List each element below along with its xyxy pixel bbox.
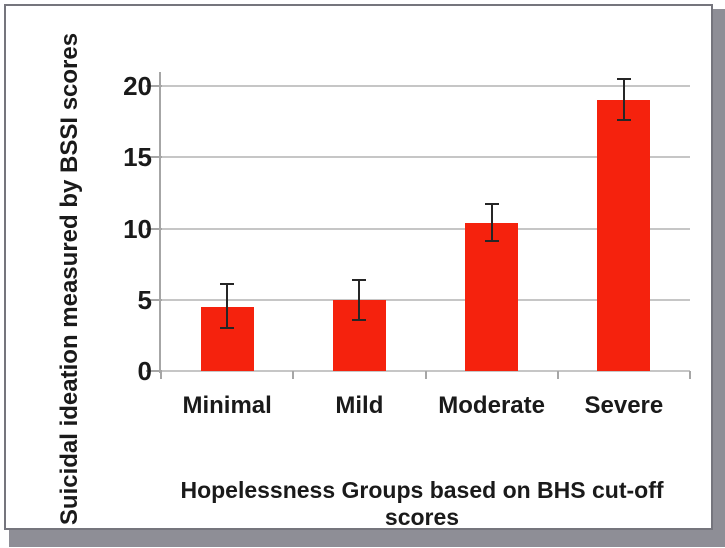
y-tick-label: 15: [123, 142, 152, 173]
error-bar-line: [622, 79, 625, 121]
error-bar-cap-bottom: [616, 119, 631, 122]
gridline: [161, 156, 690, 159]
x-axis-tick: [424, 371, 427, 379]
x-axis-tick: [292, 371, 295, 379]
error-bar-cap-bottom: [220, 327, 235, 330]
y-tick-label: 20: [123, 71, 152, 102]
error-bar-cap-top: [220, 283, 235, 286]
y-tick-label: 10: [123, 213, 152, 244]
error-bar-cap-bottom: [352, 318, 367, 321]
category-label-mild: Mild: [335, 392, 384, 419]
error-bar-line: [358, 279, 361, 320]
x-axis-tick: [689, 371, 691, 379]
x-axis-title: Hopelessness Groups based on BHS cut-off…: [180, 477, 664, 528]
bar-severe: [597, 100, 651, 371]
error-bar-cap-top: [616, 78, 631, 81]
error-bar-line: [226, 284, 229, 329]
y-axis-tick: [146, 227, 162, 230]
category-label-minimal: Minimal: [182, 392, 272, 419]
chart-window: Suicidal ideation measured by BSSI score…: [4, 4, 713, 530]
y-axis-tick: [146, 156, 162, 159]
y-axis-tick: [146, 85, 162, 88]
category-label-severe: Severe: [584, 392, 664, 419]
y-axis-tick: [146, 298, 162, 301]
error-bar-cap-top: [484, 203, 499, 206]
gridline: [161, 85, 690, 88]
error-bar-cap-top: [352, 278, 367, 281]
y-axis-tick: [146, 370, 162, 372]
category-label-moderate: Moderate: [438, 392, 545, 419]
x-axis-tick: [556, 371, 559, 379]
y-axis-title: Suicidal ideation measured by BSSI score…: [56, 32, 83, 526]
y-axis-line: [159, 72, 161, 373]
gridline: [161, 227, 690, 230]
bar-moderate: [465, 222, 519, 371]
gridline: [161, 298, 690, 301]
y-tick-label: 0: [137, 356, 152, 386]
chart-area: Suicidal ideation measured by BSSI score…: [6, 6, 711, 528]
y-tick-label: 5: [137, 284, 152, 315]
error-bar-line: [490, 204, 493, 242]
x-axis-tick: [160, 371, 162, 379]
error-bar-cap-bottom: [484, 240, 499, 243]
